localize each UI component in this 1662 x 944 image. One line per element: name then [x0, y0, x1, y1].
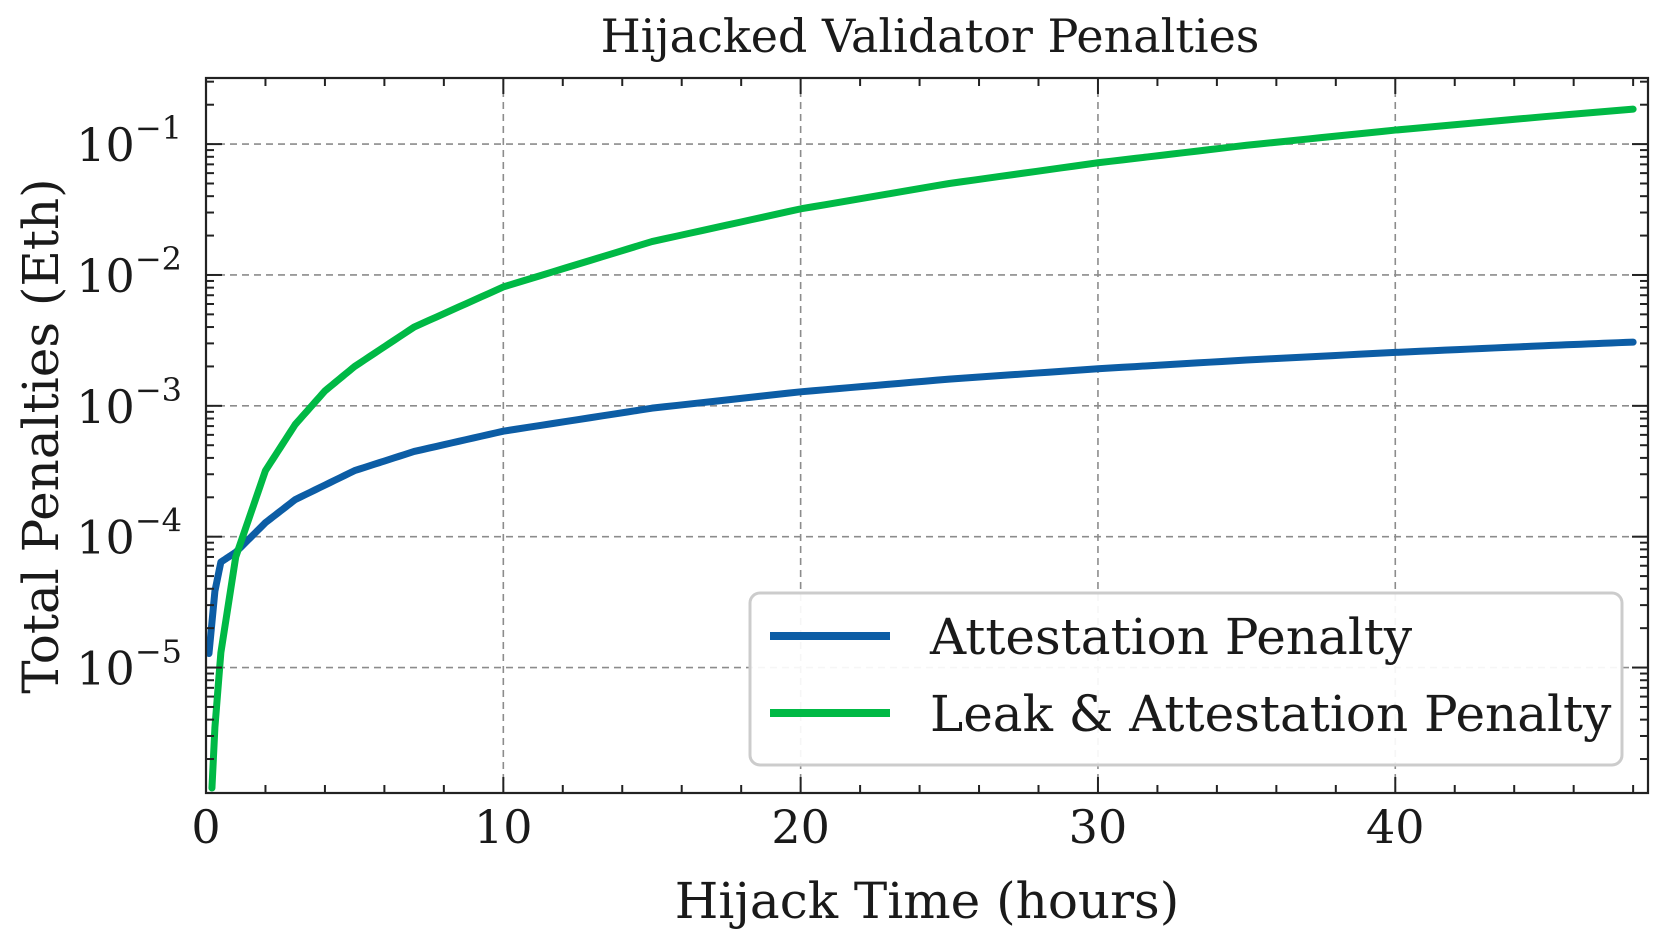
y-tick-label: 10−4 [76, 502, 182, 565]
x-axis-label: Hijack Time (hours) [675, 872, 1179, 930]
x-tick-label: 10 [474, 800, 533, 854]
series-line-leak-attestation [208, 105, 1637, 792]
legend-label-leak-attestation: Leak & Attestation Penalty [930, 685, 1612, 743]
y-tick-label: 10−1 [76, 109, 182, 172]
y-tick-labels: 10−5 10−4 10−3 10−2 10−1 [76, 109, 182, 695]
series-line-attestation [206, 338, 1637, 658]
chart-title: Hijacked Validator Penalties [601, 9, 1260, 63]
legend-label-attestation: Attestation Penalty [929, 608, 1413, 666]
x-tick-labels: 0 10 20 30 40 [191, 800, 1424, 854]
legend-box [748, 591, 1624, 767]
x-tick-label: 40 [1366, 800, 1425, 854]
y-tick-label: 10−3 [76, 371, 182, 434]
x-tick-label: 30 [1069, 800, 1128, 854]
y-axis-label: Total Penalties (Eth) [12, 178, 70, 693]
axis-ticks [205, 78, 1648, 793]
y-tick-label: 10−5 [76, 633, 182, 696]
x-tick-label: 0 [191, 800, 220, 854]
y-tick-label: 10−2 [76, 240, 182, 303]
series-layer [206, 105, 1637, 792]
legend: Attestation Penalty Leak & Attestation P… [748, 591, 1624, 767]
x-tick-label: 20 [771, 800, 830, 854]
